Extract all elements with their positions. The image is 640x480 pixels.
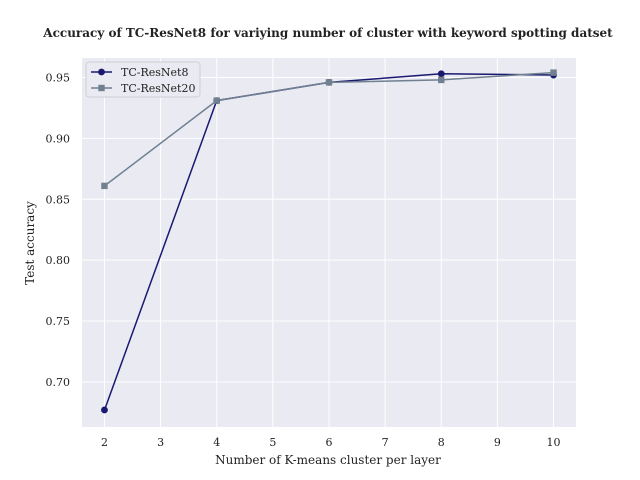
- y-tick-label: 0.95: [46, 71, 71, 84]
- legend-entry: TC-ResNet8: [121, 66, 188, 79]
- legend-entry: TC-ResNet20: [121, 82, 195, 95]
- data-point: [325, 79, 333, 86]
- data-point: [213, 97, 220, 104]
- data-point: [438, 76, 445, 84]
- x-axis-ticks: 2 3 4 5 6 7 8 9 10: [101, 436, 561, 449]
- x-tick-label: 8: [438, 436, 445, 449]
- y-axis-ticks: 0.70 0.75 0.80 0.85 0.90 0.95: [46, 71, 71, 388]
- y-tick-label: 0.90: [46, 132, 71, 145]
- y-axis-label: Test accuracy: [23, 201, 37, 285]
- x-tick-label: 9: [494, 436, 501, 449]
- legend-box: [85, 61, 201, 98]
- data-point: [101, 406, 108, 414]
- x-tick-label: 4: [213, 436, 220, 449]
- y-tick-label: 0.80: [46, 254, 71, 267]
- y-tick-label: 0.70: [46, 376, 71, 389]
- y-tick-label: 0.75: [46, 315, 71, 328]
- grid: [82, 58, 576, 427]
- data-point: [437, 70, 445, 78]
- chart-title: Accuracy of TC-ResNet8 for variying numb…: [42, 26, 613, 40]
- x-tick-label: 6: [326, 436, 333, 449]
- legend-marker: [98, 84, 105, 92]
- legend: TC-ResNet8 TC-ResNet20: [85, 61, 201, 98]
- y-tick-label: 0.85: [46, 193, 71, 206]
- x-tick-label: 5: [269, 436, 276, 449]
- x-tick-label: 2: [101, 436, 108, 449]
- data-point: [101, 182, 108, 190]
- series-layer: [101, 69, 557, 414]
- legend-marker: [98, 68, 105, 76]
- x-axis-label: Number of K-means cluster per layer: [215, 453, 441, 467]
- x-tick-label: 10: [547, 436, 561, 449]
- x-tick-label: 3: [157, 436, 164, 449]
- data-point: [550, 69, 557, 76]
- x-tick-label: 7: [382, 436, 389, 449]
